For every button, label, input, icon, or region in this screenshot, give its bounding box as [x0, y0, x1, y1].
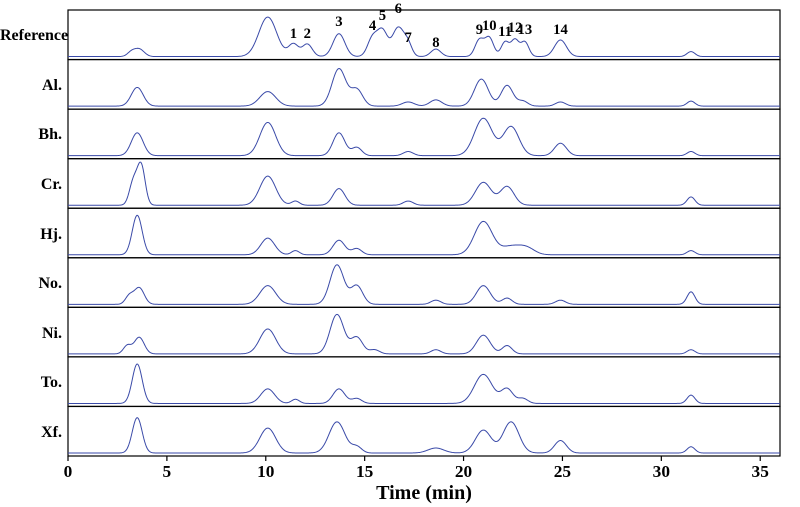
x-tick-label: 20	[449, 462, 479, 482]
peak-number-label: 13	[515, 22, 535, 39]
peak-number-label: 7	[398, 30, 418, 47]
panel-label-bh: Bh.	[0, 126, 62, 144]
panel-frame	[68, 307, 780, 357]
panel-label-no: No.	[0, 275, 62, 293]
panel-label-cr: Cr.	[0, 176, 62, 194]
panel-label-reference: Reference	[0, 27, 62, 45]
x-tick-label: 35	[745, 462, 775, 482]
panel-frame	[68, 10, 780, 60]
peak-number-label: 2	[297, 26, 317, 43]
chromatogram-figure: Reference Al. Bh. Cr. Hj. No. Ni. To. Xf. 0 5 10 15 2…	[0, 0, 800, 507]
panel-frame	[68, 357, 780, 407]
x-axis-label: Time (min)	[68, 482, 780, 505]
panel-label-al: Al.	[0, 77, 62, 95]
panel-label-hj: Hj.	[0, 226, 62, 244]
chromatogram-svg	[0, 0, 800, 507]
trace-xf	[68, 418, 780, 453]
peak-number-label: 14	[550, 22, 570, 39]
peak-number-label: 6	[388, 1, 408, 18]
trace-no	[68, 265, 780, 305]
panel-frame	[68, 258, 780, 308]
trace-bh	[68, 118, 780, 155]
x-tick-label: 25	[547, 462, 577, 482]
panel-frame	[68, 60, 780, 110]
trace-ni	[68, 314, 780, 354]
panel-frame	[68, 406, 780, 456]
x-tick-label: 0	[53, 462, 83, 482]
x-tick-label: 10	[251, 462, 281, 482]
panel-label-to: To.	[0, 374, 62, 392]
x-tick-label: 30	[646, 462, 676, 482]
trace-cr	[68, 162, 780, 205]
panel-frame	[68, 109, 780, 159]
trace-reference	[68, 17, 780, 56]
peak-number-label: 8	[426, 35, 446, 52]
trace-to	[68, 364, 780, 403]
panel-frame	[68, 159, 780, 209]
x-tick-label: 15	[350, 462, 380, 482]
panel-frame	[68, 208, 780, 258]
panel-label-xf: Xf.	[0, 424, 62, 442]
trace-hj	[68, 215, 780, 254]
x-tick-label: 5	[152, 462, 182, 482]
panel-label-ni: Ni.	[0, 325, 62, 343]
trace-al	[68, 69, 780, 107]
peak-number-label: 3	[329, 14, 349, 31]
